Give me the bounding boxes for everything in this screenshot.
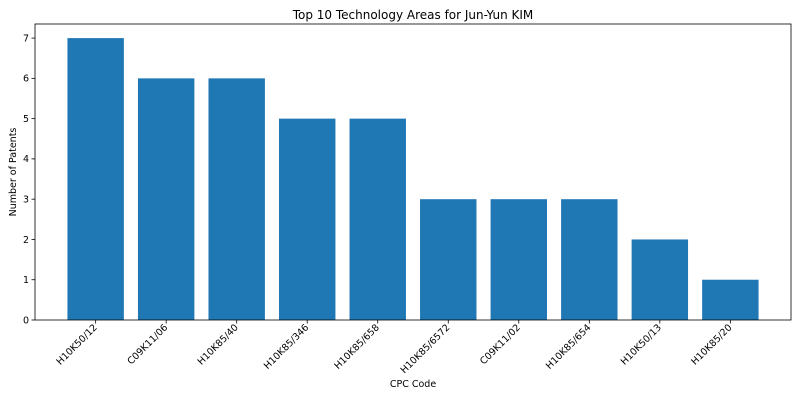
bar-H10K85/20 [702, 280, 758, 320]
bar-C09K11/02 [491, 199, 547, 320]
bar-H10K85/346 [279, 119, 335, 320]
y-tick-label: 2 [23, 235, 29, 246]
x-axis-label: CPC Code [390, 379, 436, 390]
y-tick-label: 0 [23, 315, 29, 326]
bar-C09K11/06 [138, 78, 194, 320]
x-tick-label: H10K85/346 [262, 322, 311, 371]
bar-H10K85/654 [561, 199, 617, 320]
bar-H10K50/13 [632, 239, 688, 320]
x-tick-label: H10K85/20 [689, 322, 734, 367]
y-axis: 0 1 2 3 4 5 6 7 [23, 33, 35, 326]
y-tick-label: 3 [23, 194, 29, 205]
x-tick-label: H10K50/13 [619, 322, 664, 367]
y-axis-label: Number of Patents [8, 128, 19, 217]
bar-H10K85/658 [350, 119, 406, 320]
x-tick-label: H10K85/658 [332, 322, 381, 371]
bars-group [67, 38, 758, 320]
y-tick-label: 6 [23, 74, 29, 85]
y-tick-label: 5 [23, 114, 29, 125]
bar-H10K85/40 [208, 78, 264, 320]
y-tick-label: 1 [23, 275, 29, 286]
y-tick-label: 4 [23, 154, 29, 165]
x-tick-label: C09K11/06 [126, 322, 171, 367]
x-tick-label: H10K85/40 [196, 322, 241, 367]
x-tick-label: H10K85/6572 [399, 322, 453, 376]
x-tick-label: C09K11/02 [478, 322, 523, 367]
bar-H10K50/12 [67, 38, 123, 320]
chart-title: Top 10 Technology Areas for Jun-Yun KIM [292, 8, 534, 22]
y-tick-label: 7 [23, 33, 29, 44]
bar-H10K85/6572 [420, 199, 476, 320]
x-tick-label: H10K85/654 [544, 322, 593, 371]
x-tick-label: H10K50/12 [55, 322, 100, 367]
x-axis: H10K50/12 C09K11/06 H10K85/40 H10K85/346 H10… [55, 320, 735, 376]
